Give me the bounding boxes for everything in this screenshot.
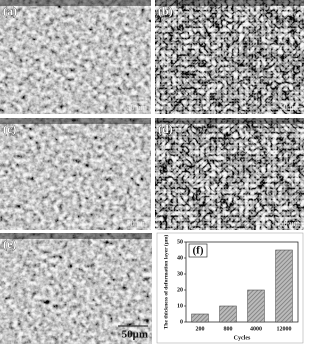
surface-layer	[0, 233, 152, 239]
x-tick-label: 200	[196, 326, 205, 332]
bar	[219, 305, 237, 323]
micrograph-texture	[0, 0, 151, 114]
micrograph-texture	[0, 118, 151, 230]
y-tick-label: 10	[177, 303, 183, 309]
bar-chart: 0 10 20 30 40 50 200 800 4000 12000 Cycles The thic…	[156, 232, 304, 344]
scale-text: 50 μm	[126, 103, 147, 112]
x-tick-label: 12000	[277, 326, 292, 332]
surface-layer	[155, 0, 304, 6]
plot-frame	[185, 241, 299, 323]
y-tick-label: 40	[177, 255, 183, 261]
y-tick-label: 20	[177, 287, 183, 293]
y-tick-label: 0	[180, 319, 183, 325]
panel-label: (b)	[158, 4, 173, 18]
panel-label: (e)	[3, 237, 16, 251]
y-tick-label: 30	[177, 271, 183, 277]
micrographs: (a) 50 μm (b) 50 μm (c) 50 μm (d) 50 μm (e) 50μm	[0, 0, 304, 344]
micrograph-texture	[0, 233, 152, 344]
panel-label-box	[188, 243, 208, 258]
surface-layer	[0, 0, 151, 6]
bar	[191, 313, 209, 323]
bar	[275, 249, 293, 323]
scale-text: 50 μm	[279, 219, 300, 228]
surface-layer	[155, 118, 304, 124]
x-axis-label: Cycles	[234, 335, 251, 341]
x-tick-label: 800	[224, 326, 233, 332]
y-tick-label: 50	[177, 239, 183, 245]
surface-layer	[0, 118, 151, 124]
x-tick-label: 4000	[250, 326, 262, 332]
panel-label: (d)	[158, 122, 173, 136]
y-axis-label: The thickness of deformation layer (μm)	[162, 235, 169, 330]
panel-label: (a)	[3, 4, 17, 18]
micrograph-texture	[155, 0, 304, 114]
scale-text: 50μm	[122, 329, 148, 341]
micrograph-texture	[155, 118, 304, 230]
scale-text: 50 μm	[279, 103, 300, 112]
panel-label: (f)	[193, 245, 204, 257]
figure: (a)50 μm(b)50 μm(c)50 μm(d)50 μm(e)50μm …	[0, 0, 304, 344]
bar	[247, 289, 265, 323]
panel-label: (c)	[3, 122, 16, 136]
scale-text: 50 μm	[126, 219, 147, 228]
